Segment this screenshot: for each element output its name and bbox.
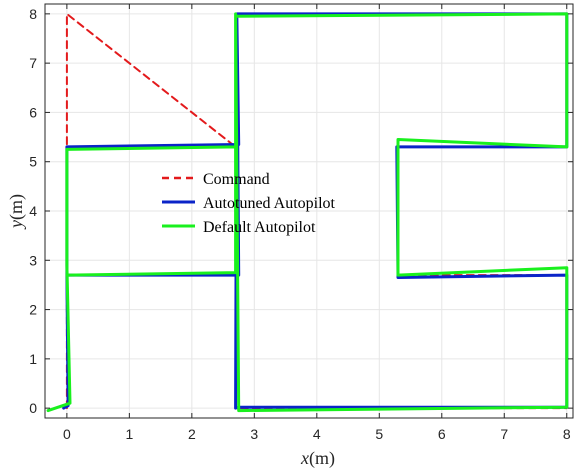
x-tick-label: 3: [250, 426, 258, 442]
y-tick-label: 5: [29, 154, 37, 170]
y-tick-label: 0: [29, 400, 37, 416]
legend-label-default: Default Autopilot: [203, 219, 316, 236]
y-axis-label: y(m): [6, 194, 27, 230]
y-tick-label: 4: [29, 203, 37, 219]
y-tick-label: 1: [29, 351, 37, 367]
series-line-default-autopilot: [46, 12, 569, 413]
x-tick-label: 6: [438, 426, 446, 442]
tick-marks: [45, 4, 573, 418]
legend-label-autotuned: Autotuned Autopilot: [203, 195, 336, 212]
x-axis-label: x(m): [300, 448, 335, 469]
tick-labels: 0 1 2 3 4 5 6 7 8 0 1 2 3 4 5 6 7 8: [29, 6, 571, 442]
y-tick-label: 2: [29, 302, 37, 318]
y-tick-label: 3: [29, 252, 37, 268]
y-tick-label: 8: [29, 6, 37, 22]
x-tick-label: 8: [563, 426, 571, 442]
plot-lines: [46, 12, 569, 413]
legend-label-command: Command: [203, 171, 270, 188]
y-tick-label: 7: [29, 55, 37, 71]
x-tick-label: 5: [375, 426, 383, 442]
x-tick-label: 0: [63, 426, 71, 442]
x-tick-label: 2: [188, 426, 196, 442]
x-tick-label: 7: [500, 426, 508, 442]
x-tick-label: 4: [313, 426, 321, 442]
legend: Command Autotuned Autopilot Default Auto…: [162, 171, 336, 236]
x-tick-label: 1: [125, 426, 133, 442]
y-tick-label: 6: [29, 104, 37, 120]
